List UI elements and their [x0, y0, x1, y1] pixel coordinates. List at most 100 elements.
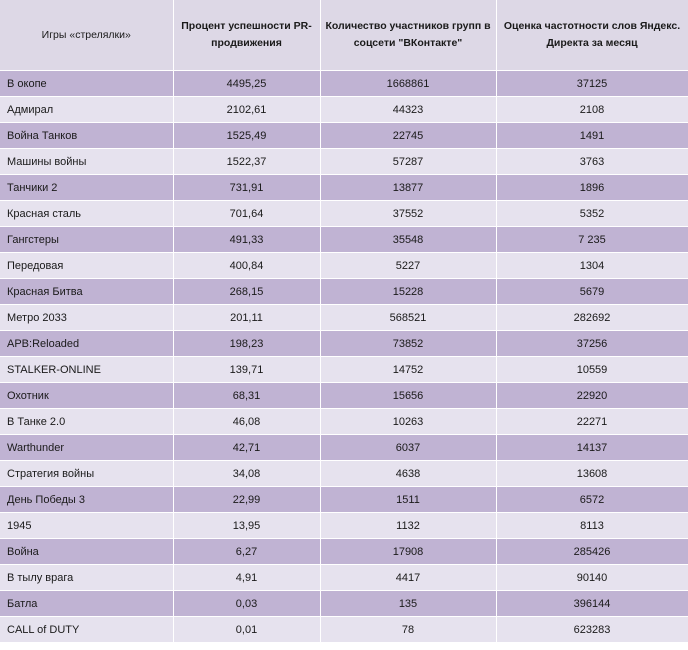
vk-members-cell: 4638: [320, 460, 497, 487]
yandex-frequency-cell: 10559: [496, 356, 688, 383]
game-name-cell: В Танке 2.0: [0, 408, 174, 435]
pr-success-cell: 268,15: [173, 278, 321, 305]
yandex-frequency-cell: 37125: [496, 70, 688, 97]
table-header: Игры «стрелялки» Процент успешности PR-п…: [0, 0, 688, 71]
table-row: Передовая 400,84 5227 1304: [0, 252, 688, 279]
vk-members-cell: 135: [320, 590, 497, 617]
yandex-frequency-cell: 5352: [496, 200, 688, 227]
table-row: Батла 0,03 135 396144: [0, 590, 688, 617]
table-row: День Победы 3 22,99 1511 6572: [0, 486, 688, 513]
yandex-frequency-cell: 13608: [496, 460, 688, 487]
table-row: Гангстеры 491,33 35548 7 235: [0, 226, 688, 253]
vk-members-cell: 22745: [320, 122, 497, 149]
vk-members-cell: 37552: [320, 200, 497, 227]
table-row: В окопе 4495,25 1668861 37125: [0, 70, 688, 97]
table-row: В Танке 2.0 46,08 10263 22271: [0, 408, 688, 435]
game-name-cell: В окопе: [0, 70, 174, 97]
yandex-frequency-cell: 7 235: [496, 226, 688, 253]
pr-success-cell: 42,71: [173, 434, 321, 461]
yandex-frequency-cell: 6572: [496, 486, 688, 513]
pr-success-cell: 68,31: [173, 382, 321, 409]
table-row: Адмирал 2102,61 44323 2108: [0, 96, 688, 123]
game-name-cell: Красная сталь: [0, 200, 174, 227]
yandex-frequency-cell: 37256: [496, 330, 688, 357]
vk-members-cell: 14752: [320, 356, 497, 383]
vk-members-cell: 10263: [320, 408, 497, 435]
yandex-frequency-cell: 1491: [496, 122, 688, 149]
game-name-cell: CALL of DUTY: [0, 616, 174, 643]
yandex-frequency-cell: 14137: [496, 434, 688, 461]
yandex-frequency-cell: 396144: [496, 590, 688, 617]
pr-success-cell: 0,01: [173, 616, 321, 643]
vk-members-cell: 568521: [320, 304, 497, 331]
pr-success-cell: 34,08: [173, 460, 321, 487]
pr-success-cell: 139,71: [173, 356, 321, 383]
game-name-cell: Стратегия войны: [0, 460, 174, 487]
game-name-cell: Война: [0, 538, 174, 565]
table-row: APB:Reloaded 198,23 73852 37256: [0, 330, 688, 357]
game-name-cell: STALKER-ONLINE: [0, 356, 174, 383]
pr-success-cell: 1522,37: [173, 148, 321, 175]
header-pr-success: Процент успешности PR-продвижения: [173, 0, 321, 71]
game-name-cell: 1945: [0, 512, 174, 539]
pr-success-cell: 4,91: [173, 564, 321, 591]
vk-members-cell: 4417: [320, 564, 497, 591]
table-row: Стратегия войны 34,08 4638 13608: [0, 460, 688, 487]
pr-success-cell: 1525,49: [173, 122, 321, 149]
header-games: Игры «стрелялки»: [0, 0, 174, 71]
game-name-cell: Метро 2033: [0, 304, 174, 331]
vk-members-cell: 57287: [320, 148, 497, 175]
pr-success-cell: 22,99: [173, 486, 321, 513]
game-name-cell: APB:Reloaded: [0, 330, 174, 357]
pr-success-cell: 6,27: [173, 538, 321, 565]
table-row: STALKER-ONLINE 139,71 14752 10559: [0, 356, 688, 383]
vk-members-cell: 73852: [320, 330, 497, 357]
table-row: Война Танков 1525,49 22745 1491: [0, 122, 688, 149]
table-row: Метро 2033 201,11 568521 282692: [0, 304, 688, 331]
pr-success-cell: 2102,61: [173, 96, 321, 123]
table-row: 1945 13,95 1132 8113: [0, 512, 688, 539]
table-body: В окопе 4495,25 1668861 37125 Адмирал 2102,61…: [0, 70, 688, 643]
pr-success-cell: 4495,25: [173, 70, 321, 97]
vk-members-cell: 35548: [320, 226, 497, 253]
vk-members-cell: 44323: [320, 96, 497, 123]
game-name-cell: Машины войны: [0, 148, 174, 175]
pr-success-cell: 701,64: [173, 200, 321, 227]
yandex-frequency-cell: 22271: [496, 408, 688, 435]
table-row: Танчики 2 731,91 13877 1896: [0, 174, 688, 201]
game-name-cell: Война Танков: [0, 122, 174, 149]
game-name-cell: Охотник: [0, 382, 174, 409]
header-row: Игры «стрелялки» Процент успешности PR-п…: [0, 0, 688, 71]
game-name-cell: Танчики 2: [0, 174, 174, 201]
game-name-cell: Передовая: [0, 252, 174, 279]
vk-members-cell: 15228: [320, 278, 497, 305]
table-row: Красная Битва 268,15 15228 5679: [0, 278, 688, 305]
header-vk-members: Количество участников групп в соцсети "В…: [320, 0, 497, 71]
vk-members-cell: 13877: [320, 174, 497, 201]
vk-members-cell: 1668861: [320, 70, 497, 97]
yandex-frequency-cell: 3763: [496, 148, 688, 175]
game-name-cell: Адмирал: [0, 96, 174, 123]
vk-members-cell: 78: [320, 616, 497, 643]
table-row: Война 6,27 17908 285426: [0, 538, 688, 565]
game-name-cell: Красная Битва: [0, 278, 174, 305]
yandex-frequency-cell: 282692: [496, 304, 688, 331]
table-row: Красная сталь 701,64 37552 5352: [0, 200, 688, 227]
vk-members-cell: 1132: [320, 512, 497, 539]
game-name-cell: День Победы 3: [0, 486, 174, 513]
yandex-frequency-cell: 623283: [496, 616, 688, 643]
pr-success-cell: 46,08: [173, 408, 321, 435]
vk-members-cell: 15656: [320, 382, 497, 409]
yandex-frequency-cell: 2108: [496, 96, 688, 123]
vk-members-cell: 17908: [320, 538, 497, 565]
vk-members-cell: 6037: [320, 434, 497, 461]
table-row: CALL of DUTY 0,01 78 623283: [0, 616, 688, 643]
pr-success-cell: 201,11: [173, 304, 321, 331]
pr-success-cell: 400,84: [173, 252, 321, 279]
yandex-frequency-cell: 5679: [496, 278, 688, 305]
yandex-frequency-cell: 8113: [496, 512, 688, 539]
yandex-frequency-cell: 1896: [496, 174, 688, 201]
pr-success-cell: 731,91: [173, 174, 321, 201]
game-name-cell: Гангстеры: [0, 226, 174, 253]
